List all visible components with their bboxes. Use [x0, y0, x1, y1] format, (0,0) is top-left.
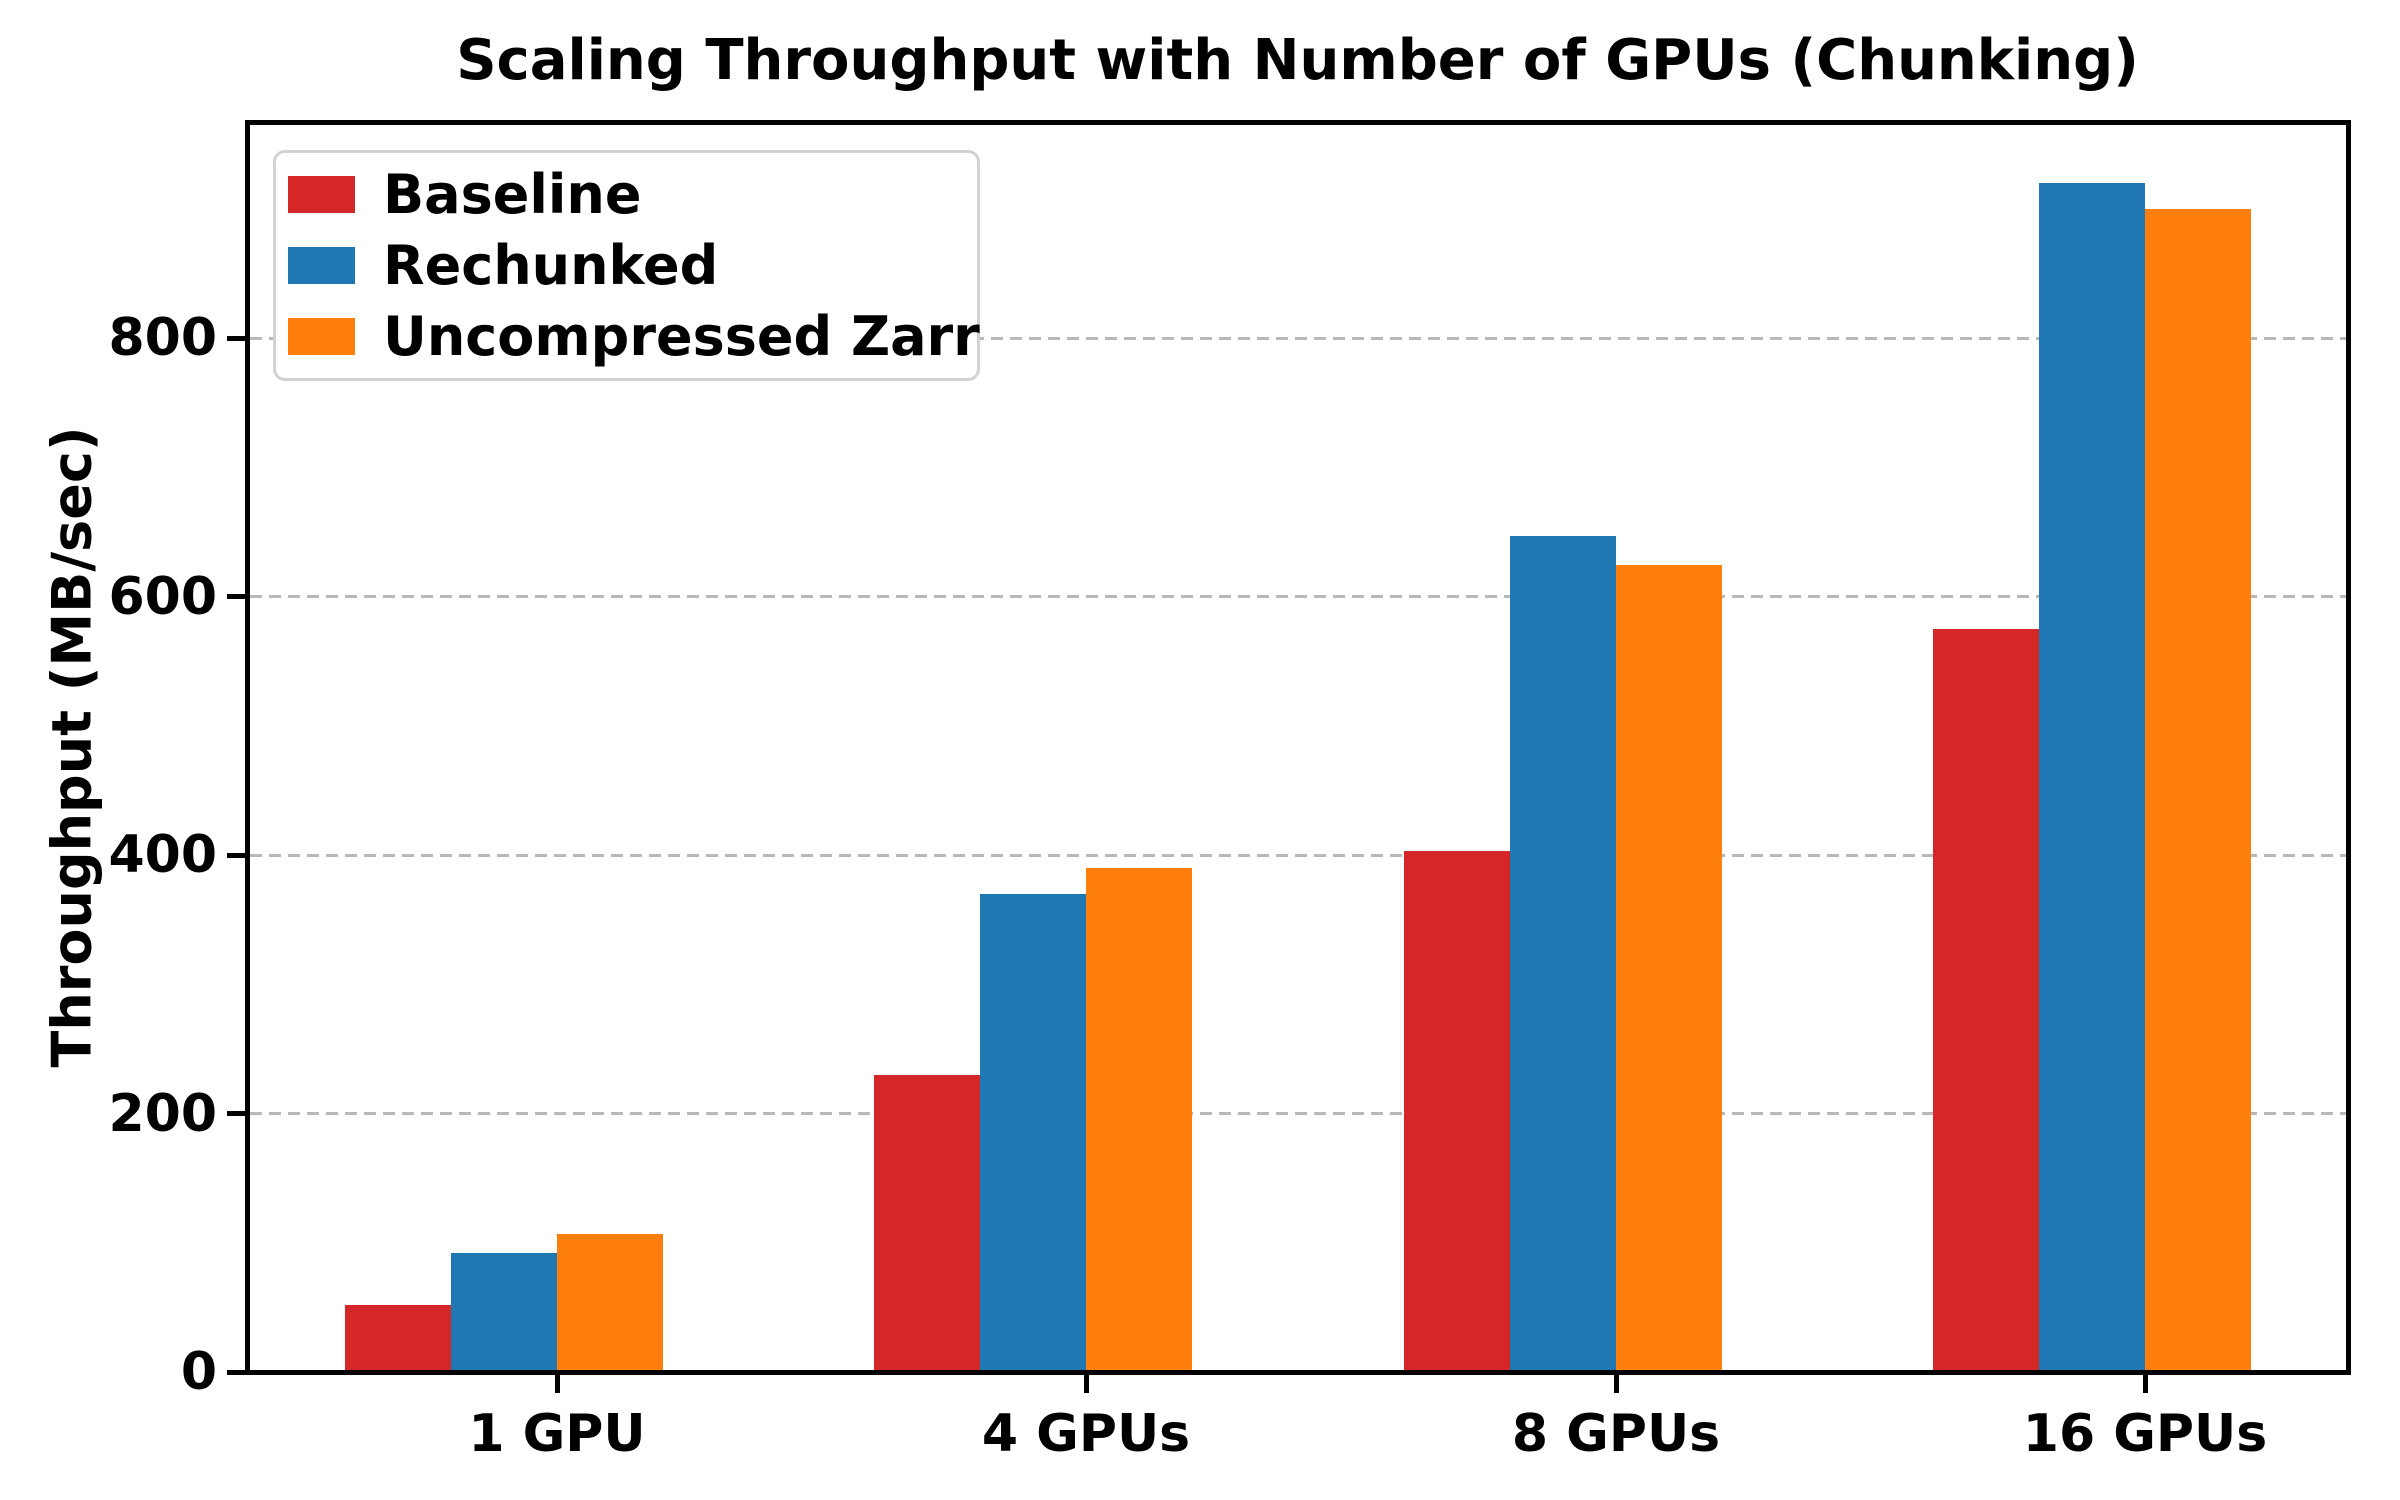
legend-label-baseline: Baseline [383, 163, 642, 227]
y-tick-label-400: 400 [108, 825, 217, 886]
bar-baseline-1-gpu [345, 1304, 451, 1372]
legend-label-uncompressed-zarr: Uncompressed Zarr [383, 304, 980, 368]
y-tick-mark-200 [227, 1111, 245, 1117]
legend-item-baseline: Baseline [276, 162, 977, 228]
y-tick-mark-0 [227, 1369, 245, 1375]
gridline-200 [250, 1112, 2346, 1116]
y-axis-label: Throughput (MB/sec) [40, 426, 104, 1068]
bar-baseline-4-gpus [874, 1074, 980, 1372]
gridline-400 [250, 853, 2346, 857]
y-tick-mark-800 [227, 335, 245, 341]
gridline-800 [250, 336, 2346, 340]
x-tick-label-4-gpus: 4 GPUs [981, 1404, 1191, 1464]
legend-item-uncompressed-zarr: Uncompressed Zarr [276, 303, 980, 369]
legend-swatch-rechunked [288, 247, 355, 284]
x-tick-mark-8-gpus [1613, 1375, 1619, 1393]
x-tick-label-16-gpus: 16 GPUs [2022, 1404, 2268, 1464]
legend: Baseline Rechunked Uncompressed Zarr [273, 150, 980, 381]
legend-swatch-uncompressed-zarr [288, 317, 355, 355]
y-tick-label-600: 600 [108, 566, 217, 627]
bar-baseline-16-gpus [1933, 629, 2039, 1372]
bar-rechunked-16-gpus [2039, 183, 2145, 1372]
y-tick-mark-400 [227, 852, 245, 858]
x-tick-label-1-gpu: 1 GPU [468, 1404, 646, 1464]
gridline-600 [250, 595, 2346, 599]
bar-rechunked-1-gpu [451, 1253, 557, 1372]
legend-swatch-baseline [288, 176, 355, 214]
bar-baseline-8-gpus [1404, 851, 1510, 1372]
y-tick-label-200: 200 [108, 1083, 217, 1144]
bar-rechunked-4-gpus [980, 893, 1086, 1372]
bar-uncompressed-zarr-16-gpus [2145, 209, 2251, 1372]
bar-uncompressed-zarr-8-gpus [1616, 564, 1722, 1372]
x-tick-mark-16-gpus [2142, 1375, 2148, 1393]
legend-label-rechunked: Rechunked [383, 234, 719, 297]
x-tick-mark-4-gpus [1083, 1375, 1089, 1393]
x-tick-label-8-gpus: 8 GPUs [1511, 1404, 1721, 1464]
chart-title: Scaling Throughput with Number of GPUs (… [456, 28, 2139, 93]
bar-uncompressed-zarr-1-gpu [557, 1233, 663, 1372]
x-tick-mark-1-gpu [554, 1375, 560, 1393]
legend-item-rechunked: Rechunked [276, 233, 977, 299]
bar-uncompressed-zarr-4-gpus [1086, 868, 1192, 1372]
y-tick-label-800: 800 [108, 308, 217, 369]
y-tick-label-0: 0 [180, 1342, 217, 1402]
bar-rechunked-8-gpus [1510, 536, 1616, 1372]
y-tick-mark-600 [227, 594, 245, 600]
